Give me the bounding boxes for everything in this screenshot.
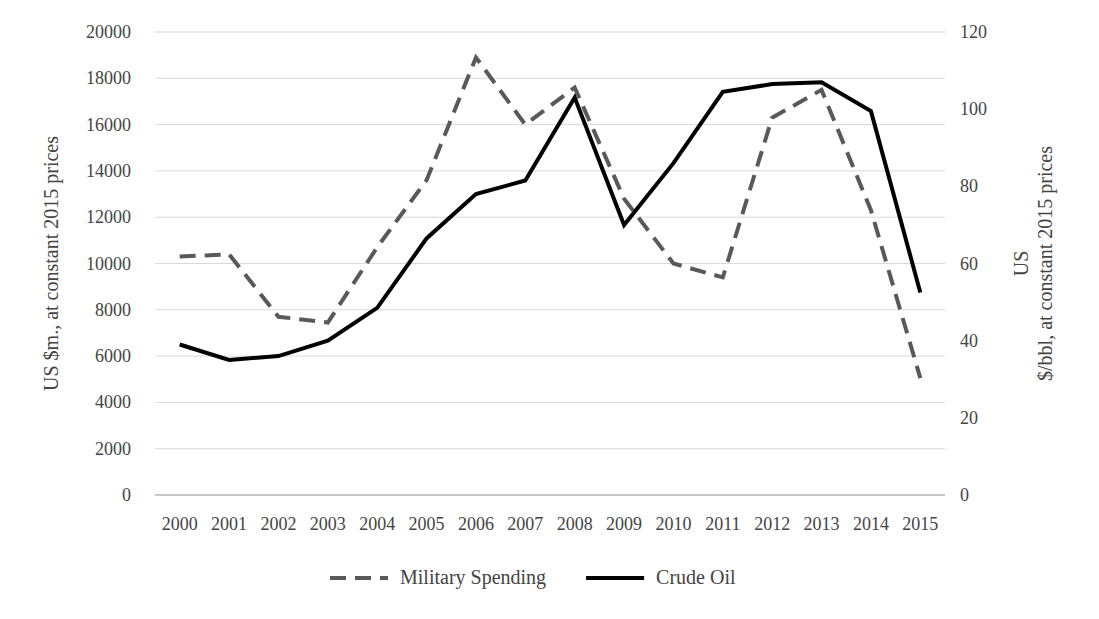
y2-tick-label: 0 (960, 485, 969, 505)
y2-axis-label-line: US (1010, 251, 1032, 277)
chart: 0 2000 4000 6000 8000 10000 12000 14000 16000 180… (0, 0, 1099, 619)
x-tick-label: 2013 (804, 514, 840, 534)
y-tick-label: 20000 (86, 22, 131, 42)
plot-area (180, 57, 921, 378)
legend-label: Military Spending (400, 566, 546, 589)
series-line (180, 57, 921, 378)
x-tick-label: 2008 (557, 514, 593, 534)
y-axis-label: US $m., at constant 2015 prices (40, 136, 63, 391)
y2-tick-label: 40 (960, 331, 978, 351)
x-axis-line (155, 495, 945, 496)
x-tick-label: 2011 (705, 514, 740, 534)
grid-line (155, 217, 945, 218)
grid-line (155, 78, 945, 79)
x-tick-label: 2005 (409, 514, 445, 534)
y-tick-label: 16000 (86, 115, 131, 135)
x-tick-label: 2003 (310, 514, 346, 534)
legend-label: Crude Oil (656, 566, 736, 588)
x-tick-label: 2007 (507, 514, 543, 534)
y-tick-label: 10000 (86, 254, 131, 274)
x-tick-label: 2010 (655, 514, 691, 534)
x-tick-label: 2009 (606, 514, 642, 534)
x-tick-label: 2000 (162, 514, 198, 534)
x-tick-label: 2014 (853, 514, 889, 534)
x-tick-label: 2004 (359, 514, 395, 534)
y2-tick-label: 60 (960, 254, 978, 274)
legend-swatch (586, 576, 644, 580)
y-tick-label: 14000 (86, 161, 131, 181)
grid-line (155, 124, 945, 125)
x-tick-label: 2015 (902, 514, 938, 534)
grid-line (155, 32, 945, 33)
y2-tick-label: 80 (960, 176, 978, 196)
x-tick-label: 2012 (754, 514, 790, 534)
y2-tick-label: 120 (960, 22, 987, 42)
y2-tick-label: 100 (960, 99, 987, 119)
series-line (180, 82, 921, 360)
legend: Military Spending Crude Oil (330, 566, 736, 589)
x-tick-label: 2002 (260, 514, 296, 534)
y2-tick-label: 20 (960, 408, 978, 428)
y-tick-label: 18000 (86, 68, 131, 88)
legend-swatch (330, 576, 388, 580)
y2-axis-label-line: $/bbl, at constant 2015 prices (1034, 146, 1057, 381)
y-tick-label: 12000 (86, 207, 131, 227)
y2-axis-label: US$/bbl, at constant 2015 prices (1010, 146, 1057, 381)
x-tick-label: 2006 (458, 514, 494, 534)
y-tick-label: 2000 (95, 439, 131, 459)
x-tick-label: 2001 (211, 514, 247, 534)
y-tick-label: 0 (122, 485, 131, 505)
y-tick-label: 4000 (95, 392, 131, 412)
y-tick-label: 6000 (95, 346, 131, 366)
grid-line (155, 402, 945, 403)
grid-line (155, 309, 945, 310)
grid-line (155, 495, 945, 496)
grid-line (155, 170, 945, 171)
grid-line (155, 448, 945, 449)
grid-line (155, 263, 945, 264)
y-tick-label: 8000 (95, 300, 131, 320)
